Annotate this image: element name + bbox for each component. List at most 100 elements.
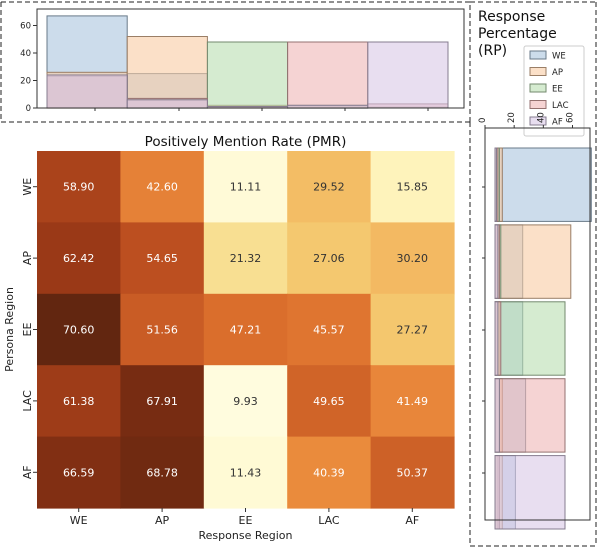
heatmap-y-axis-label: Persona Region [3,287,16,372]
side-hist-frame [484,127,591,521]
heatmap-x-axis-label: Response Region [199,529,293,542]
heatmap-value-label: 70.60 [63,324,95,337]
heatmap-value-label: 21.32 [230,252,262,265]
heatmap-value-label: 66.59 [63,466,95,479]
heatmap-value-label: 49.65 [313,395,345,408]
heatmap-value-label: 15.85 [397,181,429,194]
heatmap-cell [120,293,205,366]
top-hist-bar [126,36,208,109]
top-hist-bar [367,41,449,109]
heatmap-cell [287,436,372,509]
side-hist-bar [494,147,592,222]
legend-swatch [529,67,547,76]
top-hist-y-tick-label: 40 [20,49,31,59]
heatmap-cell [203,151,288,223]
side-hist-x-tick-label: 40 [536,112,546,123]
top-hist-bar [46,74,128,109]
legend-swatch [529,116,547,126]
heatmap-value-label: 51.56 [146,324,178,337]
heatmap-cell [37,365,121,438]
heatmap-title: Positively Mention Rate (PMR) [145,134,347,150]
heatmap-cell [37,436,121,509]
side-hist-bar [494,301,566,376]
heatmap-cell [120,151,205,223]
heatmap-cell [37,293,121,366]
heatmap-cell [37,222,121,295]
heatmap-cell [203,365,288,438]
side-hist-x-tick-label: 0 [478,118,488,123]
top-hist-bar [126,99,208,109]
heatmap-value-label: 62.42 [63,252,95,265]
heatmap-cell [370,151,455,223]
heatmap-y-tick-label: AF [21,465,34,479]
heatmap-value-label: 40.39 [313,466,345,479]
legend-swatch [529,50,547,60]
heatmap-value-label: 68.78 [146,466,178,479]
heatmap-cell [287,222,372,295]
side-hist-bar [494,378,500,453]
side-hist-bar [494,224,499,299]
heatmap-value-label: 11.43 [230,466,262,479]
legend-label: AF [552,118,563,128]
top-hist-bar [287,41,369,109]
top-hist-y-tick-label: 60 [20,22,31,32]
heatmap-value-label: 41.49 [397,395,429,408]
top-hist-y-tick-label: 0 [26,104,31,114]
heatmap-value-label: 11.11 [230,181,262,194]
heatmap-cell [37,151,121,223]
heatmap-value-label: 9.93 [233,395,258,408]
heatmap-cell [370,293,455,366]
rp-title-line-1: Response [478,9,546,25]
top-hist-bar [206,41,289,109]
heatmap-x-tick-label: WE [70,514,88,527]
heatmap-value-label: 54.65 [146,252,178,265]
heatmap-cell [287,365,372,438]
heatmap-value-label: 58.90 [63,181,95,194]
side-hist-bar [494,224,572,299]
side-hist-bar [494,455,566,530]
heatmap-cell [287,293,372,366]
heatmap-value-label: 67.91 [146,395,178,408]
heatmap-y-tick-label: EE [21,323,34,337]
heatmap-x-tick-label: AP [155,514,170,527]
heatmap-value-label: 27.06 [313,252,345,265]
heatmap-x-tick-label: AF [405,514,419,527]
heatmap-x-tick-label: EE [239,514,253,527]
heatmap-x-tick-label: LAC [318,514,340,527]
heatmap-value-label: 50.37 [397,466,429,479]
heatmap-value-label: 47.21 [230,324,262,337]
heatmap-cell [203,222,288,295]
heatmap-cell [287,151,372,223]
side-hist-bar [494,147,497,222]
side-hist-bar [494,378,566,453]
legend-swatch [529,83,547,93]
heatmap-cell [203,293,288,366]
top-hist-frame [36,8,465,109]
legend-swatch [529,100,547,109]
heatmap-cell [203,436,288,509]
heatmap-value-label: 27.27 [397,324,429,337]
heatmap-cell [120,436,205,509]
legend-label: LAC [552,101,569,111]
heatmap-value-label: 45.57 [313,324,345,337]
legend-label: WE [552,52,566,62]
heatmap-cell [370,436,455,509]
side-hist-x-tick-label: 20 [507,112,517,123]
top-hist-y-tick-label: 20 [20,77,31,87]
rp-title-line-2: Percentage [478,26,557,42]
heatmap-y-tick-label: LAC [21,390,34,412]
legend-label: EE [552,85,563,95]
heatmap-value-label: 30.20 [397,252,429,265]
heatmap-cell [370,365,455,438]
rp-title-line-3: (RP) [478,43,508,59]
heatmap-value-label: 42.60 [146,181,178,194]
side-hist-x-tick-label: 60 [566,112,576,123]
rp-title: Response Percentage (RP) [478,9,557,60]
heatmap-y-tick-label: WE [21,178,34,196]
heatmap-cell [120,365,205,438]
heatmap-value-label: 29.52 [313,181,345,194]
heatmap-cell [120,222,205,295]
legend-label: AP [552,68,563,78]
heatmap-y-tick-label: AP [21,251,34,266]
